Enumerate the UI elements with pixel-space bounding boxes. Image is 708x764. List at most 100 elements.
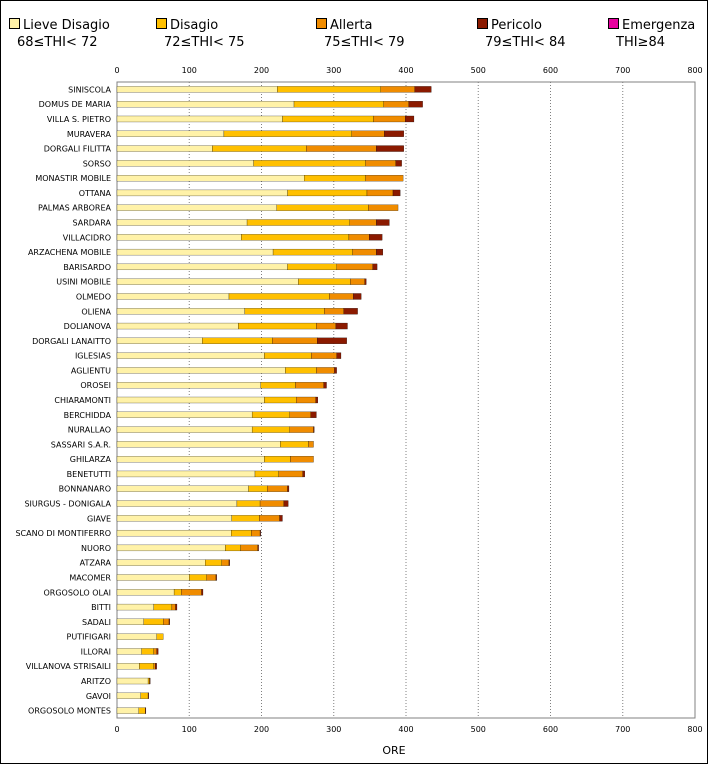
bar-segment-disagio [251,411,290,418]
category-label: OROSEI [80,381,111,390]
category-label: SORSO [83,159,111,168]
bar-segment-lieve-disagio [116,263,288,271]
category-label: IGLESIAS [75,352,111,361]
bar-segment-lieve-disagio [116,456,265,463]
bar-segment-disagio [173,589,182,596]
bar-segment-pericolo [395,160,402,167]
bar-segment-lieve-disagio [116,367,286,374]
category-label: NURALLAO [68,426,111,435]
bar-segment-lieve-disagio [116,574,190,581]
category-label: PUTIFIGARI [67,633,111,642]
bar-segment-allerta [352,248,377,256]
x-tick-label-top: 400 [398,66,413,75]
bar-segment-allerta [316,367,335,374]
bar-segment-pericolo [145,707,147,714]
bar-segment-pericolo [323,382,327,389]
x-tick-label-top: 600 [543,66,558,75]
legend-label: Allerta [330,18,373,33]
bar-segment-lieve-disagio [116,293,230,300]
bar-segment-allerta [383,101,410,108]
category-label: SADALI [82,618,111,627]
bar-segment-lieve-disagio [116,322,239,330]
category-label: DORGALI LANAITTO [32,337,111,346]
bar-segment-pericolo [310,411,317,418]
category-label: DOMUS DE MARIA [39,100,112,109]
bar-segment-pericolo [228,559,230,566]
bar-segment-pericolo [257,544,259,552]
bar-segment-allerta [311,352,337,359]
bar-segment-lieve-disagio [116,175,305,182]
bar-segment-disagio [246,219,350,226]
bar-segment-pericolo [335,322,348,330]
bar-segment-lieve-disagio [116,411,253,418]
bar-segment-disagio [189,574,207,581]
category-label: BERCHIDDA [64,411,112,420]
bar-segment-allerta [221,559,230,566]
bar-segment-lieve-disagio [116,707,139,714]
bar-segment-disagio [272,248,353,256]
bar-segment-lieve-disagio [116,308,246,315]
bar-segment-pericolo [175,603,178,611]
category-label: VILLANOVA STRISAILI [26,662,111,671]
bar-segment-disagio [280,441,309,448]
bar-segment-lieve-disagio [116,160,254,167]
bar-segment-allerta [296,396,316,404]
bar-segment-lieve-disagio [116,633,157,640]
category-label: OTTANA [79,189,112,198]
bar-segment-disagio [244,308,325,315]
bar-segment-disagio [282,115,374,123]
category-label: MACOMER [69,573,111,582]
category-label: GAVOI [86,692,111,701]
legend-range: 75≤THI< 79 [324,35,405,50]
x-tick-label-top: 500 [471,66,486,75]
bar-segment-pericolo [168,618,170,625]
category-label: MONASTIR MOBILE [35,174,111,183]
bar-segment-lieve-disagio [116,544,226,552]
x-axis-label: ORE [382,744,405,757]
bar-segment-allerta [336,263,373,271]
category-label: AGLIENTU [71,366,111,375]
category-label: CHIARAMONTI [54,396,111,405]
category-label: GHILARZA [70,455,112,464]
bar-segment-disagio [141,648,154,655]
category-label: OLMEDO [76,292,111,301]
legend-swatch [477,18,488,29]
category-label: PALMAS ARBOREA [38,204,112,213]
legend-item-disagio: Disagio 72≤THI< 75 [156,17,245,51]
bar-segment-lieve-disagio [116,396,265,404]
bar-segment-disagio [264,352,312,359]
bar-segment-pericolo [376,248,384,256]
bar-segment-allerta [251,529,261,537]
category-label: VILLACIDRO [63,233,111,242]
bar-segment-pericolo [287,485,290,492]
bar-segment-pericolo [334,367,337,374]
bar-segment-allerta [351,130,385,137]
bar-segment-allerta [349,219,377,226]
x-tick-label-bottom: 300 [326,725,341,734]
legend-range: THI≥84 [616,35,665,50]
bar-segment-allerta [324,308,344,315]
bar-segment-allerta [365,160,397,167]
bar-segment-disagio [298,278,351,285]
legend-range: 72≤THI< 75 [164,35,245,50]
bar-segment-lieve-disagio [116,648,142,655]
bar-segment-pericolo [372,263,378,271]
bar-segment-allerta [206,574,217,581]
bar-segment-pericolo [392,189,401,197]
bar-segment-allerta [163,618,170,625]
legend-label: Pericolo [491,18,542,33]
x-tick-label-top: 700 [615,66,630,75]
bar-segment-disagio [276,204,369,211]
bar-segment-lieve-disagio [116,559,206,566]
bar-segment-allerta [259,500,285,507]
x-tick-label-bottom: 700 [615,725,630,734]
category-label: BARISARDO [63,263,111,272]
x-tick-label-top: 300 [326,66,341,75]
bar-segment-allerta [240,544,259,552]
bar-segment-disagio [277,86,381,93]
bar-segment-lieve-disagio [116,234,242,241]
bar-segment-disagio [156,633,164,640]
legend-item-allerta: Allerta 75≤THI< 79 [316,17,405,51]
